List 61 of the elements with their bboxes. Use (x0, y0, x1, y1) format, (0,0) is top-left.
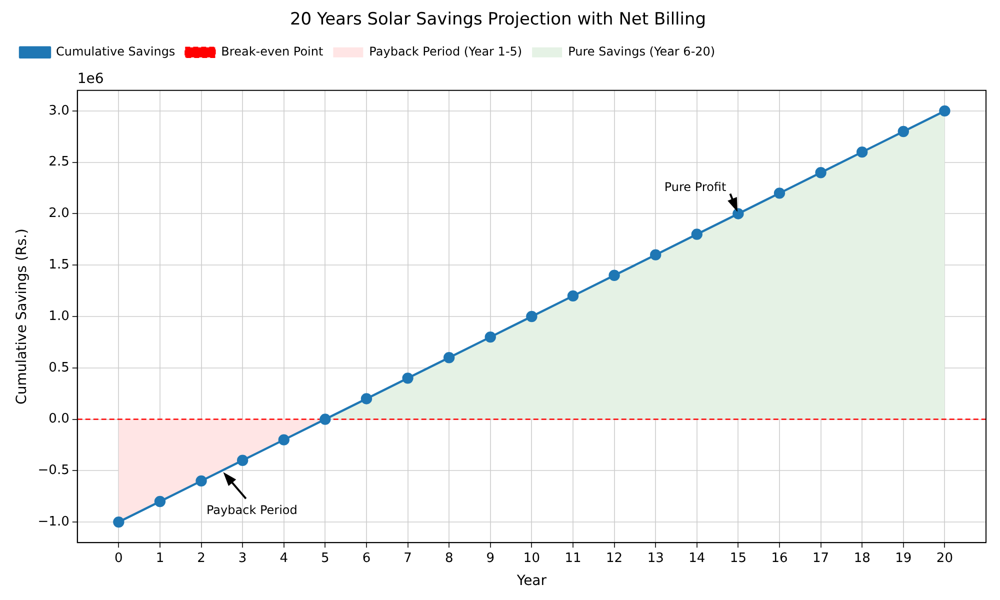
x-tick-label: 0 (114, 550, 123, 566)
point (526, 310, 538, 322)
x-tick-label: 14 (688, 550, 706, 566)
y-axis-title: Cumulative Savings (Rs.) (14, 228, 30, 404)
x-tick-label: 20 (936, 550, 953, 566)
x-tick-label: 6 (362, 550, 371, 566)
x-tick-label: 2 (197, 550, 206, 566)
point (650, 249, 662, 260)
y-tick-label: 1.0 (48, 308, 70, 324)
point (856, 146, 868, 158)
x-tick-label: 15 (730, 550, 746, 566)
x-tick-label: 16 (771, 550, 788, 566)
annotation: Payback Period (206, 502, 298, 517)
x-tick-label: 12 (606, 550, 623, 566)
x-tick-label: 5 (321, 550, 330, 566)
point (484, 331, 496, 343)
point (939, 105, 950, 117)
point (402, 372, 414, 384)
legend-label: Pure Savings (Year 6-20) (568, 44, 716, 59)
point (608, 270, 620, 281)
text: 1e6 (77, 71, 104, 88)
point (360, 393, 372, 404)
legend-label: Payback Period (Year 1-5) (369, 44, 522, 59)
legend-label: Break-even Point (221, 44, 324, 59)
x-axis-title: Year (516, 573, 547, 590)
point (443, 352, 455, 364)
point (154, 496, 166, 508)
point (732, 208, 744, 220)
chart-title: 20 Years Solar Savings Projection with Net Billing (290, 10, 706, 30)
point (278, 434, 290, 446)
point (320, 414, 331, 425)
y-tick-label: 0.5 (48, 360, 70, 376)
x-tick-label: 18 (854, 550, 870, 566)
x-tick-label: 1 (156, 550, 164, 566)
point (898, 126, 909, 138)
x-tick-label: 19 (895, 550, 912, 566)
y-tick-label: 2.5 (48, 154, 70, 170)
x-tick-label: 4 (280, 550, 288, 566)
legend-label: Cumulative Savings (56, 44, 176, 59)
point (815, 167, 826, 178)
annotation: Pure Profit (664, 180, 726, 194)
point (691, 228, 702, 240)
y-tick-label: −0.5 (38, 463, 70, 478)
y-tick-label: 0.0 (48, 412, 70, 427)
x-tick-label: 9 (486, 550, 495, 566)
y-tick-label: 1.5 (48, 257, 70, 272)
x-tick-label: 10 (523, 550, 540, 566)
x-tick-label: 17 (812, 550, 830, 566)
point (236, 454, 248, 466)
x-tick-label: 8 (444, 550, 454, 566)
x-tick-label: 7 (404, 550, 412, 566)
y-tick-label: 2.0 (48, 206, 70, 222)
point (196, 475, 207, 487)
x-tick-label: 13 (647, 550, 664, 566)
point (567, 290, 579, 302)
y-tick-label: −1.0 (38, 514, 70, 530)
point (774, 188, 786, 199)
x-tick-label: 3 (238, 550, 247, 566)
point (113, 516, 124, 528)
y-tick-label: 3.0 (48, 103, 70, 118)
x-tick-label: 11 (564, 550, 582, 566)
